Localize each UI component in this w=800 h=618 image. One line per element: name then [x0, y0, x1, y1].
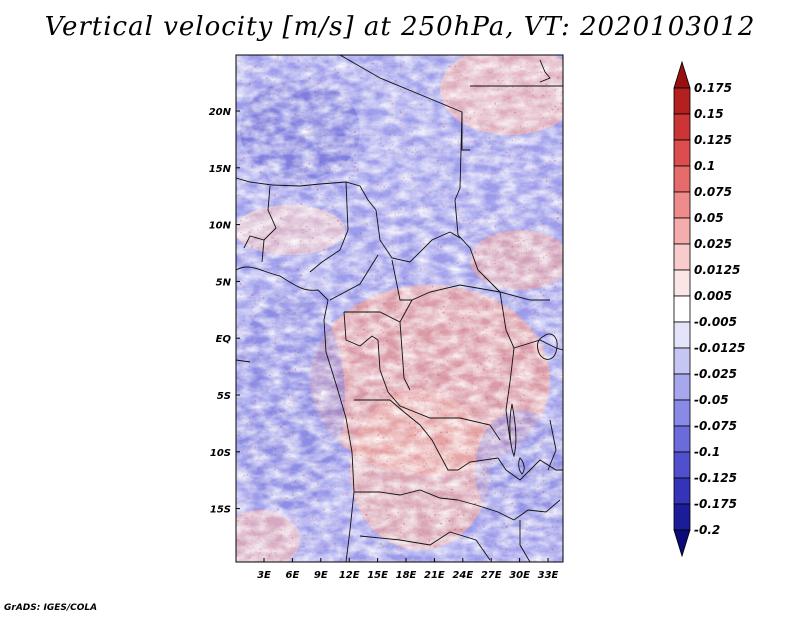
colorbar-segment	[673, 87, 691, 115]
colorbar-segment	[673, 425, 691, 453]
colorbar-segment	[673, 321, 691, 349]
map-title: Vertical velocity [m/s] at 250hPa, VT: 2…	[44, 12, 756, 42]
colorbar-segment	[673, 269, 691, 297]
lon-tick-label: 12E	[339, 570, 360, 581]
colorbar-segment	[673, 139, 691, 167]
colorbar: 0.175 0.15 0.125 0.1 0.075 0.05 0.025 0.0125 0.0…	[673, 60, 745, 558]
colorbar-label: -0.0125	[694, 341, 745, 355]
colorbar-segment	[673, 217, 691, 245]
lon-tick-label: 9E	[314, 570, 328, 581]
colorbar-label: 0.175	[694, 81, 732, 95]
lat-tick-label: 5N	[216, 277, 232, 288]
lon-tick-label: 33E	[538, 570, 559, 581]
colorbar-label: -0.005	[694, 315, 737, 329]
lon-tick-label: 21E	[424, 570, 445, 581]
colorbar-label: -0.075	[694, 419, 737, 433]
colorbar-segment	[673, 373, 691, 401]
lon-tick-label: 3E	[257, 570, 271, 581]
credit-text: GrADS: IGES/COLA	[4, 603, 98, 613]
country-borders	[236, 55, 563, 562]
colorbar-segment	[673, 243, 691, 271]
colorbar-label: 0.15	[694, 107, 724, 121]
latitude-axis: 20N 15N 10N 5N EQ 5S 10S 15S	[209, 107, 240, 516]
lat-tick-label: 10S	[210, 448, 231, 459]
lat-tick-label: 15S	[210, 505, 231, 516]
lon-tick-label: 24E	[452, 570, 473, 581]
lat-tick-label: EQ	[216, 334, 232, 345]
lon-tick-label: 18E	[396, 570, 417, 581]
colorbar-label: 0.075	[694, 185, 732, 199]
colorbar-segment	[673, 191, 691, 219]
colorbar-label: -0.125	[694, 471, 737, 485]
colorbar-label: -0.025	[694, 367, 737, 381]
colorbar-label: -0.05	[694, 393, 729, 407]
colorbar-label: 0.1	[694, 159, 715, 173]
colorbar-segment	[673, 477, 691, 505]
lat-tick-label: 20N	[209, 107, 232, 118]
vertical-velocity-field	[236, 55, 563, 562]
colorbar-segment	[673, 60, 691, 89]
colorbar-label: 0.005	[694, 289, 732, 303]
longitude-axis: 3E 6E 9E 12E 15E 18E 21E 24E 27E 30E 33E	[257, 558, 559, 581]
colorbar-label: -0.2	[694, 523, 720, 537]
lat-tick-label: 15N	[209, 164, 232, 175]
colorbar-label: 0.025	[694, 237, 732, 251]
colorbar-segment	[673, 399, 691, 427]
colorbar-segment	[673, 503, 691, 531]
colorbar-segment	[673, 347, 691, 375]
colorbar-segment	[673, 529, 691, 558]
lon-tick-label: 30E	[509, 570, 530, 581]
lon-tick-label: 15E	[367, 570, 388, 581]
colorbar-segment	[673, 295, 691, 323]
colorbar-label: 0.125	[694, 133, 732, 147]
colorbar-label: 0.0125	[694, 263, 740, 277]
lon-tick-label: 6E	[286, 570, 300, 581]
lakes	[509, 333, 558, 475]
colorbar-label: 0.05	[694, 211, 724, 225]
map-frame	[235, 54, 564, 563]
lon-tick-label: 27E	[481, 570, 502, 581]
lat-tick-label: 5S	[217, 391, 231, 402]
colorbar-segment	[673, 113, 691, 141]
lat-tick-label: 10N	[209, 221, 232, 232]
colorbar-segment	[673, 165, 691, 193]
colorbar-label: -0.1	[694, 445, 720, 459]
colorbar-segment	[673, 451, 691, 479]
colorbar-label: -0.175	[694, 497, 737, 511]
